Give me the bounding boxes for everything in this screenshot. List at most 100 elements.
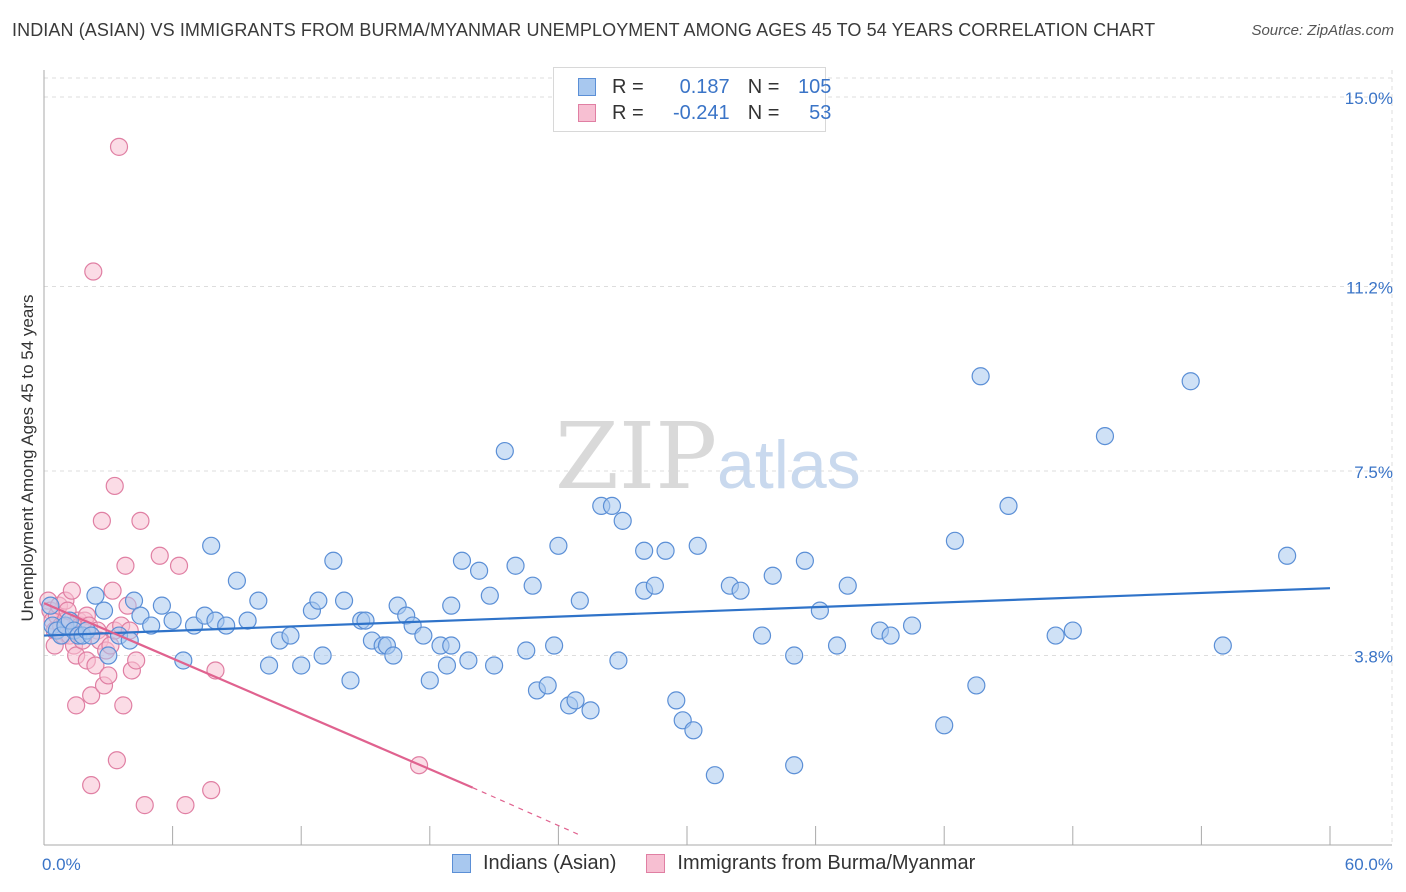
burma-point [103, 581, 122, 600]
indians-point [902, 616, 922, 635]
y-axis-label: Unemployment Among Ages 45 to 54 years [18, 295, 37, 622]
indians-point [827, 636, 847, 655]
indians-point [967, 676, 986, 695]
indians-point [881, 626, 900, 645]
indians-point [152, 596, 171, 615]
legend-r-label: R = [612, 101, 644, 124]
indians-point [731, 581, 750, 600]
axes [43, 70, 1392, 846]
indians-point [1181, 372, 1200, 391]
indians-point [334, 591, 354, 610]
watermark: ZIP atlas [555, 403, 861, 510]
indians-point [82, 626, 101, 645]
x-tick-label: 60.0% [1345, 855, 1393, 874]
series-legend: Indians (Asian) Immigrants from Burma/My… [452, 852, 1005, 875]
burma-point [135, 796, 154, 815]
burma-point [131, 511, 150, 530]
legend-swatch-pink [646, 854, 666, 873]
indians-point [420, 671, 439, 690]
indians-point [281, 626, 300, 645]
indians-point [945, 531, 965, 550]
indians-point [645, 576, 664, 595]
legend-n-value: 53 [809, 101, 832, 124]
indians-point [935, 716, 954, 735]
chart-title: INDIAN (ASIAN) VS IMMIGRANTS FROM BURMA/… [12, 20, 1156, 40]
indians-point [217, 616, 236, 635]
indians-point [442, 596, 461, 615]
indians-point [999, 496, 1018, 516]
legend-swatch-blue [452, 854, 471, 873]
indians-point [202, 536, 221, 555]
indians-point [469, 561, 489, 580]
indians-point [667, 691, 686, 710]
indians-point [581, 701, 600, 720]
indians-point [705, 766, 724, 785]
burma-point [109, 137, 129, 156]
indians-point [1063, 621, 1082, 640]
burma-point [92, 511, 111, 530]
burma-point [169, 556, 189, 575]
legend-item-indians[interactable]: Indians (Asian) [452, 852, 616, 875]
legend-r-value: 0.187 [679, 75, 730, 98]
indians-point [635, 541, 654, 560]
indians-trend-line [43, 587, 1331, 637]
indians-point [549, 536, 568, 555]
burma-point [82, 776, 101, 795]
indians-point [356, 611, 375, 630]
burma-point [116, 556, 135, 575]
burma-point [62, 581, 81, 600]
legend-r-value: -0.241 [672, 101, 730, 124]
burma-point [84, 262, 103, 281]
indians-point [94, 601, 114, 620]
indians-point [313, 646, 332, 665]
indians-point [442, 636, 461, 655]
indians-point [249, 591, 268, 610]
legend-label-indians: Indians (Asian) [483, 852, 617, 874]
burma-point [114, 696, 133, 715]
y-tick-label: 11.2% [1346, 278, 1393, 297]
indians-point [795, 551, 814, 570]
tick-labels: 3.8% 7.5% 11.2% 15.0% 0.0% 60.0% [42, 89, 1393, 874]
indians-point [1095, 426, 1115, 446]
burma-point [176, 796, 195, 815]
burma-point [105, 476, 124, 496]
indians-point [259, 656, 279, 675]
indians-point [227, 571, 246, 590]
legend-r-label: R = [612, 75, 644, 98]
indians-point [459, 651, 478, 670]
indians-point [517, 641, 536, 660]
indians-point [86, 586, 105, 605]
legend-n-label: N = [747, 101, 780, 124]
stats-legend: R = 0.187 N = 105 R = -0.241 N = 53 [553, 67, 831, 132]
x-tick-label: 0.0% [42, 855, 81, 874]
indians-point [613, 511, 632, 530]
trend-lines [43, 587, 1331, 836]
indians-point [538, 676, 557, 695]
series-indians-points [41, 367, 1297, 785]
indians-point [785, 756, 804, 775]
legend-n-label: N = [747, 75, 780, 98]
indians-point [545, 636, 564, 655]
burma-point [107, 751, 126, 770]
indians-point [1046, 626, 1065, 645]
burma-trend-extension [472, 787, 581, 836]
indians-point [602, 496, 622, 516]
legend-n-value: 105 [798, 75, 832, 98]
legend-row-indians: R = 0.187 N = 105 [578, 75, 831, 99]
indians-point [480, 586, 499, 605]
indians-point [452, 551, 472, 570]
indians-point [785, 646, 804, 665]
indians-point [1278, 546, 1297, 565]
legend-item-burma[interactable]: Immigrants from Burma/Myanmar [646, 852, 975, 875]
indians-point [163, 611, 182, 630]
indians-point [238, 611, 257, 630]
source-note: Source: ZipAtlas.com [1251, 22, 1394, 39]
indians-point [688, 536, 707, 555]
indians-point [437, 656, 457, 675]
indians-point [99, 646, 118, 665]
burma-trend-line [43, 602, 474, 789]
indians-point [495, 441, 514, 461]
gridlines [44, 70, 1393, 845]
indians-point [566, 691, 585, 710]
